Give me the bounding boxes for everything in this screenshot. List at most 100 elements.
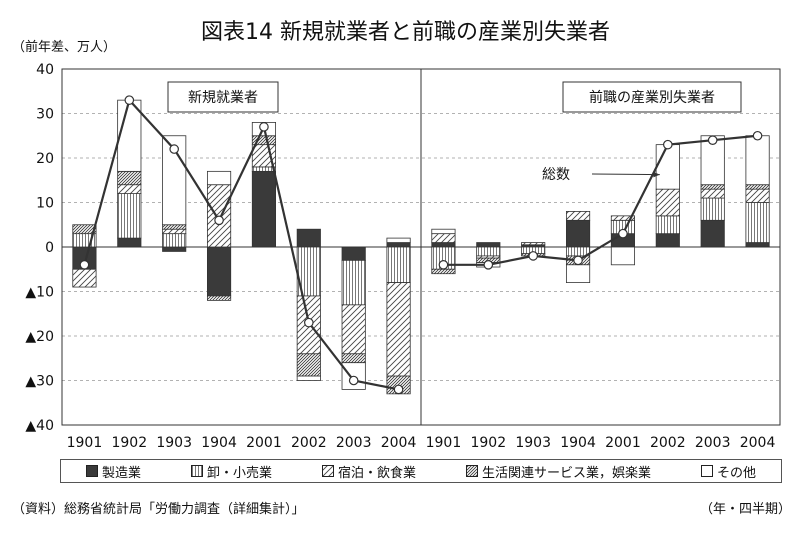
bar-segment-living-services xyxy=(341,353,366,364)
total-point xyxy=(438,259,449,270)
total-point xyxy=(79,259,90,270)
panel-title: 新規就業者 xyxy=(188,90,258,106)
bar-segment-living-services xyxy=(206,295,232,301)
bar-segment-other xyxy=(745,135,770,186)
y-tick-label: 40 xyxy=(36,62,54,78)
y-tick-label: ▲10 xyxy=(25,285,54,301)
bar-segment-wholesale-retail xyxy=(476,246,501,257)
bar-segment-wholesale-retail xyxy=(655,215,680,235)
legend-item-living-services: 生活関連サービス業，娯楽業 xyxy=(465,462,651,481)
total-point xyxy=(348,375,359,386)
legend-swatch-other xyxy=(700,465,713,477)
total-point xyxy=(259,122,269,132)
bar-segment-accommodation-food xyxy=(745,188,770,203)
bar-segment-accommodation-food xyxy=(655,188,680,217)
legend-item-other: その他 xyxy=(700,462,756,481)
chart-area: 40 30 20 10 0 ▲10 ▲20 ▲30 ▲40 1901 1902 1903 1904 200… xyxy=(25,62,781,451)
bar-segment-other xyxy=(610,246,636,266)
total-point xyxy=(393,384,404,395)
bar-segment-manufacturing xyxy=(162,246,187,252)
total-point xyxy=(483,259,494,270)
legend-label-accommodation-food: 宿泊・飲食業 xyxy=(337,465,416,481)
y-tick-label: ▲30 xyxy=(25,374,54,390)
bar-segment-manufacturing xyxy=(206,246,232,297)
y-tick-label: 20 xyxy=(36,151,54,167)
bar-segment-manufacturing xyxy=(251,170,277,248)
bar-segment-accommodation-food xyxy=(386,282,411,377)
x-tick-label: 1903 xyxy=(515,435,551,451)
y-tick-label: ▲20 xyxy=(25,329,54,345)
bar-segment-other xyxy=(655,144,680,190)
bar-segment-accommodation-food xyxy=(117,184,142,194)
total-point xyxy=(663,139,673,150)
annotation-arrow xyxy=(591,173,660,176)
legend-swatch-manufacturing xyxy=(85,465,98,477)
bar-segment-wholesale-retail xyxy=(251,166,277,172)
bar-segment-accommodation-food xyxy=(521,242,546,246)
total-point xyxy=(573,255,583,266)
bar-segment-manufacturing xyxy=(386,242,411,248)
bar-segment-living-services xyxy=(296,353,321,377)
bar-segment-wholesale-retail xyxy=(745,202,770,243)
x-tick-label: 2002 xyxy=(650,435,686,451)
bar-segment-living-services xyxy=(431,268,456,275)
bar-segment-manufacturing xyxy=(117,237,142,248)
legend-label-other: その他 xyxy=(716,465,756,481)
x-tick-label: 2004 xyxy=(740,435,776,451)
bar-segment-accommodation-food xyxy=(341,304,366,355)
total-annotation-label: 総数 xyxy=(542,167,570,183)
total-point xyxy=(124,95,135,105)
total-point xyxy=(752,130,763,141)
x-tick-label: 2004 xyxy=(381,435,417,451)
bar-segment-living-services xyxy=(117,170,142,186)
bar-segment-living-services xyxy=(745,184,770,190)
bar-segment-manufacturing xyxy=(565,219,591,248)
legend: 製造業 卸・小売業 宿泊・飲食業 生活関連サービス業，娯楽業 その他 xyxy=(60,459,782,483)
legend-label-living-services: 生活関連サービス業，娯楽業 xyxy=(481,465,651,481)
x-tick-label: 2002 xyxy=(291,435,327,451)
y-tick-label: 10 xyxy=(36,196,54,212)
bar-segment-accommodation-food xyxy=(610,215,636,221)
bar-segment-wholesale-retail xyxy=(117,193,142,239)
y-tick-label: 30 xyxy=(36,107,54,123)
total-point xyxy=(528,251,538,261)
bar-segment-wholesale-retail xyxy=(162,233,187,248)
panel-title-box xyxy=(562,81,742,113)
bar-segment-accommodation-food xyxy=(162,228,187,235)
bar-segment-other xyxy=(117,99,142,172)
bar-segment-living-services xyxy=(162,224,187,230)
total-point xyxy=(707,135,718,145)
legend-item-wholesale-retail: 卸・小売業 xyxy=(190,462,272,481)
bar-segment-manufacturing xyxy=(700,219,725,248)
x-tick-label: 2001 xyxy=(246,435,282,451)
y-axis-unit-label: （前年差、万人） xyxy=(12,40,117,55)
bar-segment-other xyxy=(296,375,321,381)
x-tick-label: 1901 xyxy=(67,435,103,451)
x-tick-label: 1904 xyxy=(201,435,237,451)
bar-segment-other xyxy=(386,237,411,243)
bar-segment-manufacturing xyxy=(341,246,366,261)
annotation-arrowhead xyxy=(653,171,660,178)
bar-segment-manufacturing xyxy=(655,233,680,248)
total-point xyxy=(169,144,179,154)
panel-title-box xyxy=(167,81,279,113)
y-tick-label: 0 xyxy=(45,240,54,256)
bar-segment-living-services xyxy=(700,184,725,190)
bar-segment-living-services xyxy=(72,224,97,235)
legend-swatch-living-services xyxy=(465,465,478,477)
bar-segment-wholesale-retail xyxy=(341,259,366,306)
x-axis-unit-label: （年・四半期） xyxy=(699,502,791,517)
bar-segment-other xyxy=(206,170,232,186)
bar-segment-accommodation-food xyxy=(431,233,456,243)
x-tick-label: 2003 xyxy=(695,435,731,451)
legend-item-accommodation-food: 宿泊・飲食業 xyxy=(321,462,416,481)
x-tick-label: 1904 xyxy=(560,435,596,451)
bar-segment-wholesale-retail xyxy=(386,246,411,283)
bar-segment-manufacturing xyxy=(745,242,770,248)
total-point xyxy=(618,228,628,239)
x-tick-label: 1902 xyxy=(111,435,147,451)
bar-segment-other xyxy=(565,264,591,283)
legend-label-manufacturing: 製造業 xyxy=(101,465,141,481)
bar-segment-manufacturing xyxy=(431,242,456,248)
legend-item-manufacturing: 製造業 xyxy=(85,462,141,481)
